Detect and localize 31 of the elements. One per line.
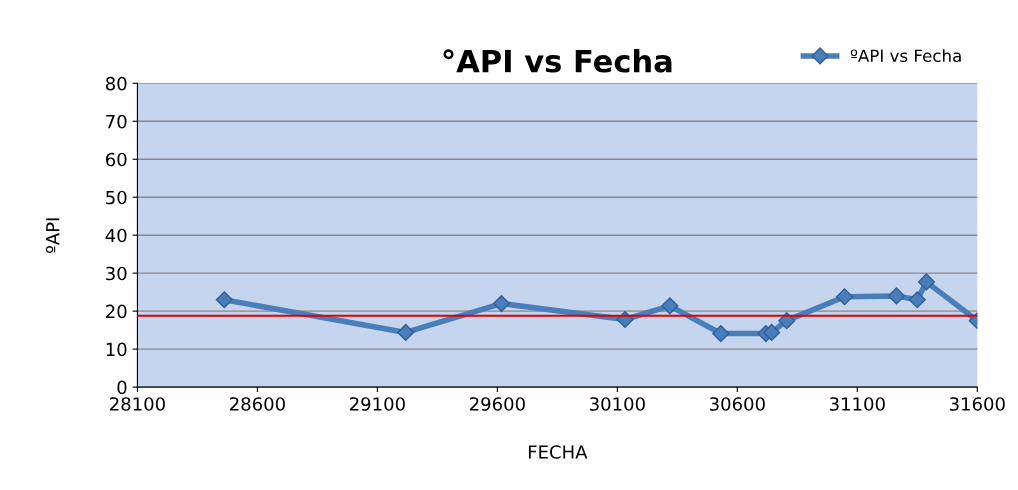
point [492,295,510,313]
legend-label: ºAPI vs Fecha [850,49,961,63]
point [763,323,781,341]
x-tick-label: 28600 [230,397,285,411]
point [836,288,854,306]
x-tick-label: 31100 [829,397,885,411]
y-tick-label: 50 [106,190,127,205]
x-tick-label: 29600 [469,397,525,411]
point [397,323,415,341]
y-tick-label: 70 [106,114,127,129]
x-tick-label: 30100 [590,397,645,411]
y-tick-label: 20 [106,304,127,319]
y-tick-label: 60 [105,152,127,167]
point [215,291,233,309]
y-axis-title: ºAPI [45,218,60,253]
y-tick-label: 40 [105,228,127,243]
x-tick-label: 29100 [349,397,405,411]
x-tick-label: 31600 [949,397,1005,411]
point [661,297,679,315]
point [917,273,935,291]
x-tick-label: 30600 [709,397,765,411]
y-tick-label: 0 [117,380,127,395]
chart-title: °API vs Fecha [443,48,672,73]
x-tick-label: 28100 [110,397,165,411]
point [887,287,905,305]
point [908,291,926,309]
y-tick-label: 30 [106,266,127,281]
y-tick-label: 80 [105,76,127,91]
point [712,325,730,343]
y-tick-label: 10 [106,342,127,357]
x-axis-title: FECHA [528,445,588,459]
